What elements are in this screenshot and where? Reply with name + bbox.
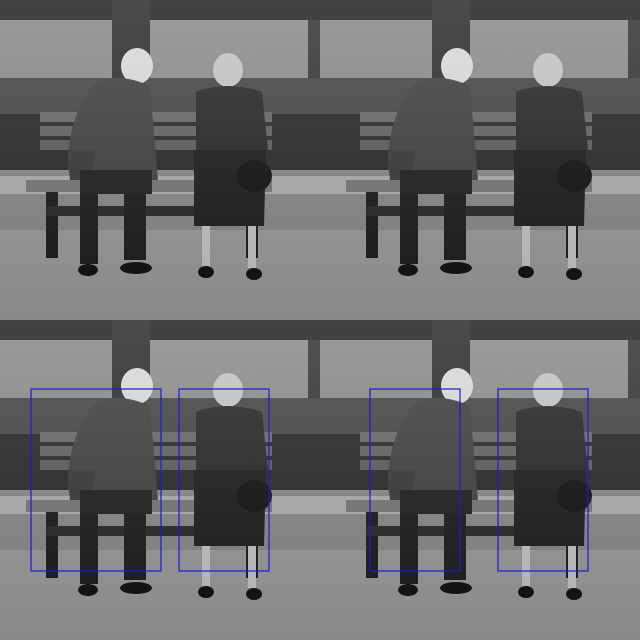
bounding-box-man	[30, 388, 162, 572]
bounding-box-woman	[497, 388, 589, 572]
scene-image	[320, 320, 640, 640]
panel-bottom-left	[0, 320, 320, 640]
scene-image	[0, 320, 320, 640]
bounding-box-man	[369, 388, 461, 572]
scene-image	[320, 0, 640, 320]
panel-bottom-right	[320, 320, 640, 640]
bounding-box-woman	[178, 388, 270, 572]
panel-top-right	[320, 0, 640, 320]
scene-image	[0, 0, 320, 320]
panel-top-left	[0, 0, 320, 320]
